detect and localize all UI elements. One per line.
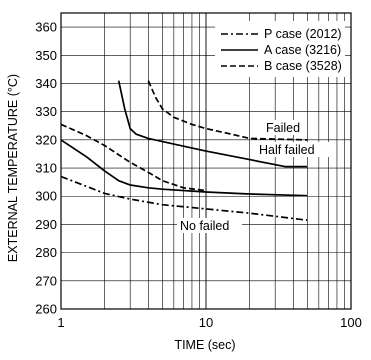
- y-axis-title: EXTERNAL TEMPERATURE (°C): [6, 74, 20, 262]
- series-line-no-failed-dashed: [60, 123, 207, 192]
- annotation-failed: Failed: [266, 121, 300, 135]
- chart-series: [60, 80, 308, 222]
- legend-label-a-case: A case (3216): [264, 43, 341, 57]
- annotation-no-failed: No failed: [180, 219, 229, 233]
- y-tick-label: 300: [35, 189, 57, 204]
- y-tick-label: 280: [35, 245, 57, 260]
- legend-background: [215, 21, 345, 77]
- y-tick-label: 270: [35, 273, 57, 288]
- annotation-half-failed: Half failed: [259, 143, 315, 157]
- y-tick-label: 320: [35, 132, 57, 147]
- legend-label-p-case: P case (2012): [264, 27, 342, 41]
- x-tick-label: 100: [340, 315, 362, 330]
- legend: P case (2012) A case (3216) B case (3528…: [215, 21, 345, 77]
- plot-frame: [60, 12, 352, 310]
- y-tick-label: 350: [35, 48, 57, 63]
- x-tick-label: 10: [199, 315, 213, 330]
- annotation-no-failed-background: [177, 218, 242, 233]
- series-line-half-failed-solid: [117, 80, 308, 168]
- series-line-failed-dashed: [147, 80, 308, 141]
- y-tick-label: 360: [35, 20, 57, 35]
- series-line-no-failed-dashdot: [60, 175, 308, 222]
- y-tick-label: 260: [35, 302, 57, 317]
- x-axis-title: TIME (sec): [174, 338, 235, 352]
- annotation-failed-background: [263, 120, 303, 135]
- axis-tick-labels: 260 270 280 290 300 310 320 330 340 350 360 1 10 100: [35, 20, 362, 330]
- y-tick-label: 340: [35, 76, 57, 91]
- x-tick-label: 1: [57, 315, 64, 330]
- legend-label-b-case: B case (3528): [264, 59, 342, 73]
- series-line-no-failed-solid: [60, 139, 308, 197]
- y-tick-label: 290: [35, 217, 57, 232]
- y-tick-label: 330: [35, 104, 57, 119]
- y-tick-label: 310: [35, 161, 57, 176]
- annotation-half-failed-background: [256, 142, 329, 157]
